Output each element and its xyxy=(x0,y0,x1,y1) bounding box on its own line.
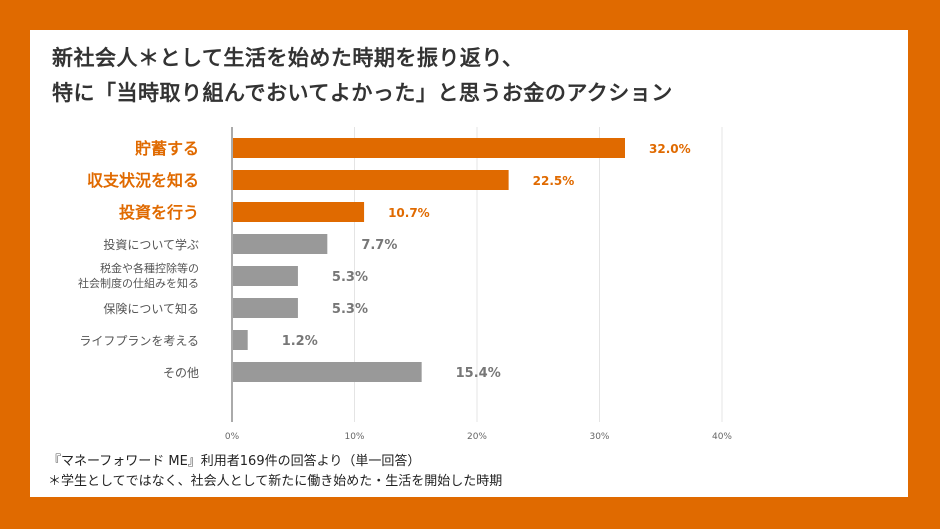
value-label: 5.3% xyxy=(332,270,368,285)
bar xyxy=(233,266,298,286)
value-label: 15.4% xyxy=(456,366,501,381)
bar xyxy=(233,362,422,382)
title-line-2: 特に「当時取り組んでおいてよかった」と思うお金のアクション xyxy=(52,81,673,105)
x-tick-label: 10% xyxy=(344,432,364,442)
value-label: 1.2% xyxy=(282,334,318,349)
footnote: ＊学生としてではなく、社会人として新たに働き始めた・生活を開始した時期 xyxy=(48,474,503,489)
category-label: 貯蓄する xyxy=(135,139,199,158)
title-line-1: 新社会人＊として生活を始めた時期を振り返り、 xyxy=(52,46,524,70)
category-label: 保険について知る xyxy=(103,302,199,316)
category-label: その他 xyxy=(163,366,199,380)
x-tick-label: 20% xyxy=(467,432,487,442)
value-label: 5.3% xyxy=(332,302,368,317)
x-tick-label: 0% xyxy=(225,432,240,442)
x-tick-label: 40% xyxy=(712,432,732,442)
category-label: 収支状況を知る xyxy=(87,171,199,190)
bar xyxy=(233,298,298,318)
bar xyxy=(233,330,248,350)
category-label: 税金や各種控除等の xyxy=(100,261,199,275)
bar xyxy=(233,170,509,190)
bar-chart: 0% 10% 20% 30% 40% 32.0% 貯蓄する 22.5% 収支状況を知る 10.7%… xyxy=(78,127,732,442)
slide-panel: 新社会人＊として生活を始めた時期を振り返り、 特に「当時取り組んでおいてよかった… xyxy=(30,30,908,497)
value-label: 22.5% xyxy=(533,174,575,188)
category-label: ライフプランを考える xyxy=(79,334,199,348)
bar xyxy=(233,138,625,158)
value-label: 7.7% xyxy=(361,238,397,253)
bar xyxy=(233,202,365,222)
source-note: 『マネーフォワード ME』利用者169件の回答より（単一回答） xyxy=(48,454,421,469)
bar xyxy=(233,234,328,254)
category-label: 投資について学ぶ xyxy=(103,237,199,252)
category-label: 社会制度の仕組みを知る xyxy=(78,276,199,290)
category-label: 投資を行う xyxy=(119,203,199,222)
x-tick-label: 30% xyxy=(589,432,609,442)
value-label: 10.7% xyxy=(388,206,430,220)
value-label: 32.0% xyxy=(649,142,691,156)
